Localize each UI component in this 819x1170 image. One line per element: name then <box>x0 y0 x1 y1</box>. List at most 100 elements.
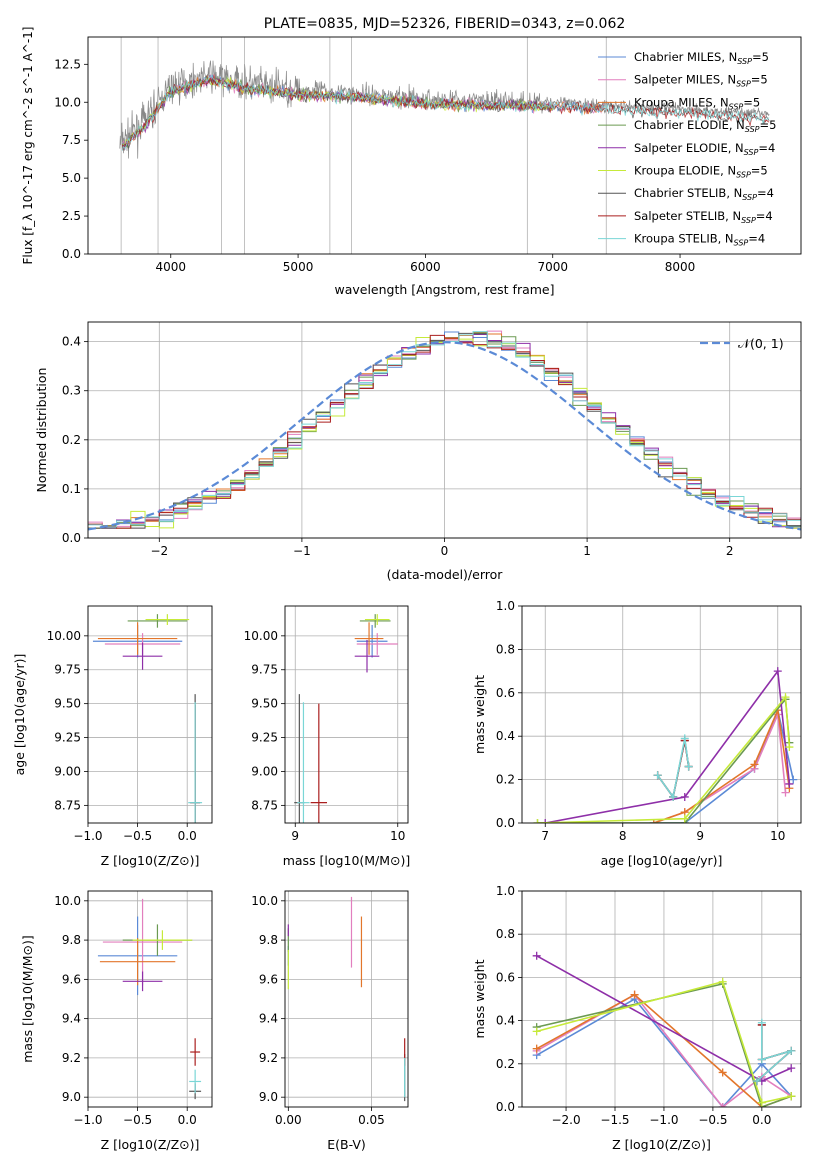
age-vs-mass-axes-frame <box>284 605 409 824</box>
y-tick-label: 9.25 <box>54 731 81 745</box>
errorbar-chabrier-elodie <box>359 614 391 628</box>
y-tick-label: 9.4 <box>62 1012 81 1026</box>
errorbar-kroupa-miles <box>97 622 178 655</box>
y-tick-label: 9.75 <box>251 663 278 677</box>
x-tick-label: 0.00 <box>275 1113 302 1127</box>
weight-line-kroupa-stelib <box>656 738 690 799</box>
mass-vs-ebv-points <box>287 896 406 1102</box>
histogram-group <box>88 330 801 531</box>
spectrum-axes-frame <box>87 36 802 255</box>
y-tick-label: 0.6 <box>496 686 515 700</box>
x-tick-label: −1 <box>293 544 311 558</box>
y-tick-label: 10.0 <box>54 894 81 908</box>
weight-line-kroupa-elodie <box>536 980 792 1104</box>
weight-marker <box>532 1044 541 1053</box>
weight-marker <box>787 1064 796 1073</box>
y-tick-label: 9.6 <box>259 972 278 986</box>
legend-label: Kroupa ELODIE, NSSP=5 <box>634 164 768 180</box>
errorbar-kroupa-elodie <box>145 614 190 625</box>
x-tick-label: 0 <box>441 544 449 558</box>
errorbar-kroupa-elodie <box>364 614 390 625</box>
weight-marker <box>752 1077 761 1086</box>
y-axis-label: mass weight <box>472 675 487 754</box>
y-tick-label: 0.0 <box>496 1100 515 1114</box>
y-tick-label: 9.6 <box>62 972 81 986</box>
age-vs-mass-axes: 9 10 8.75 9.00 9.25 9.50 9.75 10.00 <box>244 606 408 843</box>
legend-subscript: SSP <box>734 239 749 248</box>
x-axis-label: Z [log10(Z/Z⊙)] <box>101 853 200 868</box>
legend-tail: =5 <box>743 95 760 109</box>
y-tick-label: 0.1 <box>62 482 81 496</box>
chart-title: PLATE=0835, MJD=52326, FIBERID=0343, z=0… <box>264 16 626 32</box>
weight-marker <box>773 667 782 676</box>
legend-tail: =5 <box>751 73 768 87</box>
legend-tail: =5 <box>751 164 768 178</box>
y-tick-label: 0.8 <box>496 927 515 941</box>
x-tick-label: 0.0 <box>752 1113 771 1127</box>
x-tick-label: −1.0 <box>649 1113 678 1127</box>
y-tick-label: 9.00 <box>54 764 81 778</box>
legend-label: Kroupa STELIB, NSSP=4 <box>634 232 765 248</box>
weight-line-chabrier-elodie <box>536 982 792 1107</box>
x-axis-label: Z [log10(Z/Z⊙)] <box>101 1137 200 1152</box>
legend-text: Chabrier STELIB, N <box>634 186 742 200</box>
legend-label: Chabrier MILES, NSSP=5 <box>634 50 769 66</box>
errorbar-chabrier-elodie <box>127 614 188 628</box>
x-tick-label: −0.5 <box>698 1113 727 1127</box>
errorbar-kroupa-miles <box>99 938 176 986</box>
y-axis-label: age [log10(age/yr)] <box>12 654 27 776</box>
legend-text: Kroupa STELIB, N <box>634 232 734 246</box>
x-tick-label: 10 <box>770 829 785 843</box>
y-tick-label: 0.0 <box>62 247 81 261</box>
legend-label: Salpeter MILES, NSSP=5 <box>634 73 768 89</box>
errorbar-kroupa-elodie <box>132 930 193 950</box>
y-axis-label: Normed distribution <box>34 368 49 493</box>
legend-tail: =4 <box>758 141 775 155</box>
x-tick-label: 8 <box>619 829 627 843</box>
y-tick-label: 5.0 <box>62 171 81 185</box>
y-tick-label: 1.0 <box>496 599 515 613</box>
y-tick-label: 9.00 <box>251 764 278 778</box>
y-axis-label: mass [log10(M/M⊙)] <box>20 935 35 1063</box>
weight-line-kroupa-elodie <box>537 695 791 823</box>
weight-marker <box>781 693 790 702</box>
weight-vs-Z-lines <box>532 951 796 1107</box>
y-tick-label: 9.2 <box>62 1051 81 1065</box>
x-tick-label: 8000 <box>665 260 696 274</box>
errorbar-salpeter-stelib <box>310 703 328 823</box>
weight-line-salpeter-stelib <box>656 740 690 799</box>
legend-subscript: SSP <box>741 216 756 225</box>
legend-text: Salpeter MILES, N <box>634 73 736 87</box>
y-tick-label: 12.5 <box>54 57 81 71</box>
legend-text: Salpeter ELODIE, N <box>634 141 744 155</box>
y-tick-label: 9.4 <box>259 1012 278 1026</box>
errorbar-chabrier-miles <box>356 624 388 658</box>
weight-marker <box>750 760 759 769</box>
mass-vs-Z-axes-frame <box>87 890 213 1108</box>
x-tick-label: 7 <box>541 829 549 843</box>
y-tick-label: 10.0 <box>251 894 278 908</box>
legend-subscript: SSP <box>742 193 757 202</box>
x-tick-label: −1.0 <box>73 1113 102 1127</box>
weight-line-chabrier-miles <box>536 997 792 1107</box>
y-tick-label: 7.5 <box>62 133 81 147</box>
x-tick-label: 5000 <box>283 260 314 274</box>
x-tick-label: 7000 <box>537 260 568 274</box>
legend-label: 𝒩(0, 1) <box>738 336 784 351</box>
y-tick-label: 9.25 <box>251 731 278 745</box>
x-tick-label: −2.0 <box>551 1113 580 1127</box>
legend-subscript: SSP <box>745 125 760 134</box>
y-tick-label: 0.4 <box>496 729 515 743</box>
x-tick-label: 10 <box>390 829 405 843</box>
weight-marker <box>757 1018 766 1027</box>
x-tick-label: 6000 <box>410 260 441 274</box>
weight-marker <box>789 775 798 784</box>
y-tick-label: 10.00 <box>244 629 278 643</box>
weight-line-chabrier-elodie <box>537 697 791 823</box>
weight-vs-Z-axes-frame <box>521 890 802 1108</box>
x-axis-label: (data-model)/error <box>387 567 504 582</box>
legend-subscript: SSP <box>737 57 752 66</box>
y-tick-label: 0.0 <box>62 531 81 545</box>
weight-marker <box>781 788 790 797</box>
